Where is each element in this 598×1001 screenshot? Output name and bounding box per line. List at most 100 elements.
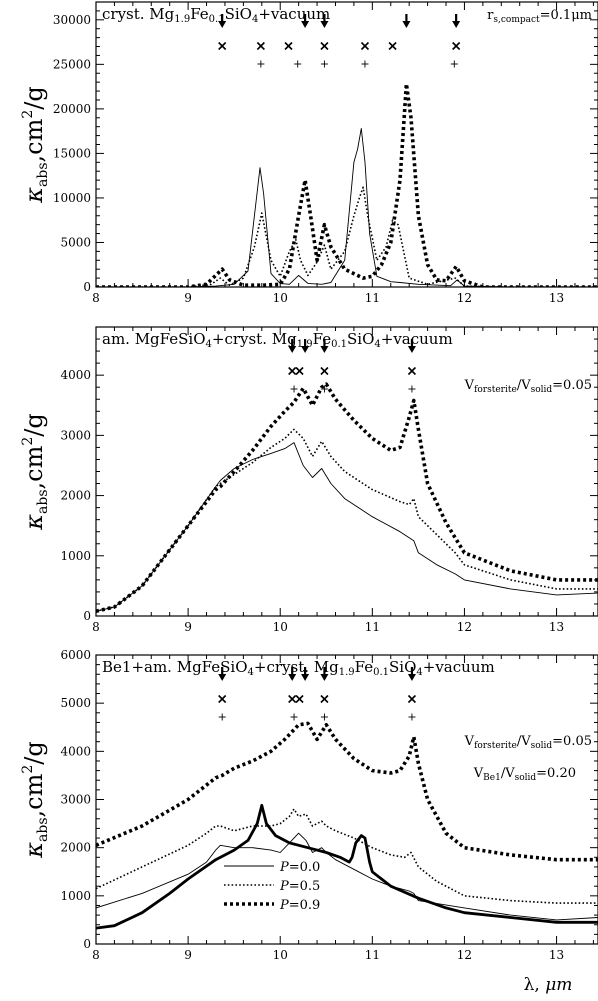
- down-arrow-icon: [402, 14, 411, 28]
- x-tick-label: 9: [184, 291, 192, 305]
- y-tick-label: 6000: [60, 648, 91, 662]
- panel-2: 8 9 10 11 12 13 0 1000 2000 3000 4000 am. MgFeSiO4+…: [20, 326, 598, 634]
- down-arrow-icon: [301, 667, 310, 681]
- cross-marker-icon: [284, 41, 293, 51]
- cross-marker-icon: [288, 366, 297, 376]
- x-tick-label: 13: [549, 620, 564, 634]
- y-tick-label: 5000: [60, 235, 91, 249]
- y-axis-label: κabs,cm2/g: [20, 741, 51, 858]
- x-tick-label: 9: [184, 620, 192, 634]
- x-tick-label: 10: [273, 948, 288, 962]
- down-arrow-icon: [301, 14, 310, 28]
- cross-marker-icon: [295, 366, 304, 376]
- legend-label: P=0.0: [279, 860, 320, 875]
- cross-marker-icon: [320, 366, 329, 376]
- x-tick-label: 12: [457, 291, 472, 305]
- series-line-thick-dotted: [96, 382, 598, 613]
- down-arrow-icon: [288, 339, 297, 353]
- panel-annotation: Vforsterite/Vsolid=0.05: [464, 378, 592, 395]
- down-arrow-icon: [452, 14, 461, 28]
- y-tick-label: 3000: [60, 793, 91, 807]
- x-tick-label: 8: [92, 291, 100, 305]
- series-line-dotted: [96, 186, 598, 287]
- cross-marker-icon: [218, 41, 227, 51]
- panel-annotation: VBe1/Vsolid=0.20: [473, 766, 576, 783]
- plus-marker-icon: [290, 713, 298, 721]
- plus-marker-icon: [320, 60, 328, 68]
- x-tick-label: 8: [92, 620, 100, 634]
- cross-marker-icon: [360, 41, 370, 51]
- panel-annotation: rs,compact=0.1μm: [487, 8, 592, 25]
- y-tick-label: 0: [83, 280, 91, 294]
- y-tick-label: 0: [83, 609, 91, 623]
- panel-3: 8 9 10 11 12 13 0 1000 2000 3000 4000 5000 6000 Be1+a…: [20, 648, 598, 962]
- series-line-thin: [96, 832, 598, 921]
- plus-marker-icon: [320, 713, 328, 721]
- cross-marker-icon: [295, 694, 304, 704]
- y-tick-label: 20000: [53, 102, 91, 116]
- cross-marker-icon: [218, 694, 227, 704]
- y-tick-label: 0: [83, 937, 91, 951]
- series-line-thin: [96, 128, 598, 287]
- cross-marker-icon: [320, 41, 329, 51]
- series-line-thick: [96, 803, 598, 930]
- down-arrow-icon: [320, 14, 329, 28]
- down-arrow-icon: [320, 339, 329, 353]
- plus-marker-icon: [408, 713, 416, 721]
- plus-marker-icon: [218, 713, 226, 721]
- cross-marker-icon: [388, 41, 397, 51]
- x-axis-label: λ, μm: [524, 975, 573, 995]
- x-tick-label: 12: [457, 620, 472, 634]
- series-line-thick-dotted: [96, 721, 598, 862]
- x-tick-label: 9: [184, 948, 192, 962]
- cross-marker-icon: [288, 694, 297, 704]
- cross-marker-icon: [407, 694, 417, 704]
- down-arrow-icon: [407, 667, 416, 681]
- series-line-thick-dotted: [96, 82, 598, 287]
- y-tick-label: 30000: [53, 13, 91, 27]
- y-tick-label: 4000: [60, 368, 91, 382]
- panel-annotation: Vforsterite/Vsolid=0.05: [464, 734, 592, 751]
- y-axis-label: κabs,cm2/g: [20, 413, 51, 530]
- y-tick-label: 5000: [60, 696, 91, 710]
- plus-marker-icon: [450, 60, 458, 68]
- x-tick-label: 10: [273, 291, 288, 305]
- series-line-thin: [96, 442, 598, 612]
- y-tick-label: 3000: [60, 428, 91, 442]
- down-arrow-icon: [301, 339, 310, 353]
- series-line-dotted: [96, 808, 598, 904]
- plus-marker-icon: [290, 385, 298, 393]
- plus-marker-icon: [257, 60, 265, 68]
- plot-frame: [95, 1, 598, 288]
- down-arrow-icon: [288, 667, 297, 681]
- y-tick-label: 4000: [60, 744, 91, 758]
- cross-marker-icon: [452, 41, 461, 51]
- y-tick-label: 2000: [60, 841, 91, 855]
- legend-label: P=0.9: [279, 898, 320, 913]
- legend-label: P=0.5: [279, 879, 320, 894]
- x-tick-label: 12: [457, 948, 472, 962]
- down-arrow-icon: [218, 667, 227, 681]
- panel-1: 8 9 10 11 12 13 0 5000 10000 15000 20000 25000 30000…: [20, 1, 598, 305]
- y-tick-label: 1000: [60, 889, 91, 903]
- legend: P=0.0 P=0.5 P=0.9: [224, 860, 320, 913]
- y-tick-label: 10000: [53, 191, 91, 205]
- panel-title: am. MgFeSiO4+cryst. Mg1.9Fe0.1SiO4+vacuu…: [102, 330, 453, 350]
- x-tick-label: 10: [273, 620, 288, 634]
- x-tick-label: 13: [549, 948, 564, 962]
- cross-marker-icon: [407, 366, 417, 376]
- down-arrow-icon: [320, 667, 329, 681]
- series-line-dotted: [96, 428, 598, 612]
- plus-marker-icon: [294, 60, 302, 68]
- y-tick-label: 15000: [53, 146, 91, 160]
- x-tick-label: 11: [365, 620, 380, 634]
- x-tick-label: 11: [365, 948, 380, 962]
- y-tick-label: 2000: [60, 489, 91, 503]
- y-axis-label: κabs,cm2/g: [20, 86, 51, 203]
- y-tick-label: 1000: [60, 549, 91, 563]
- down-arrow-icon: [407, 339, 416, 353]
- x-tick-label: 8: [92, 948, 100, 962]
- y-tick-label: 25000: [53, 57, 91, 71]
- panel-title: cryst. Mg1.9Fe0.1SiO4+vacuum: [102, 5, 330, 25]
